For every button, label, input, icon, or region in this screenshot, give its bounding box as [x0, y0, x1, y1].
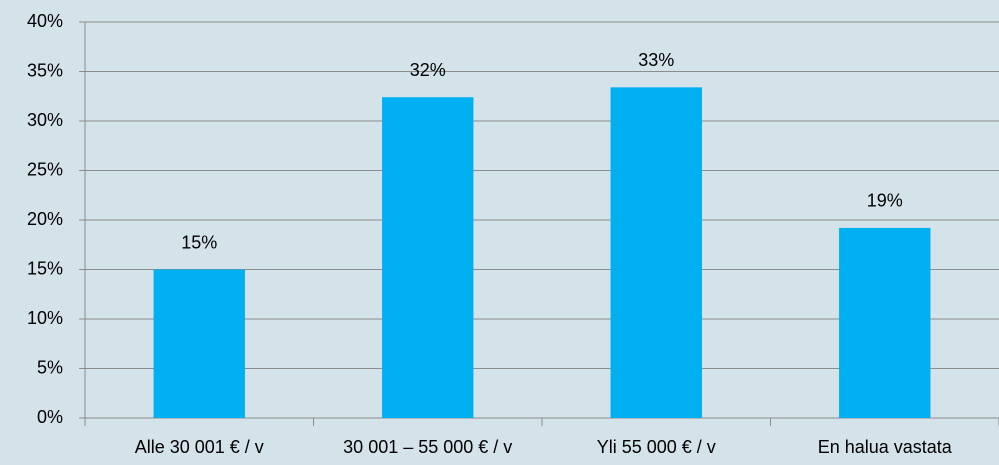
y-tick-label: 20% [27, 209, 63, 229]
x-tick-label: En halua vastata [818, 437, 953, 457]
value-label: 19% [867, 191, 903, 211]
value-label: 32% [410, 60, 446, 80]
value-label: 15% [181, 232, 217, 252]
value-label: 33% [638, 50, 674, 70]
x-tick-label: 30 001 – 55 000 € / v [343, 437, 512, 457]
y-tick-label: 15% [27, 258, 63, 278]
bar [839, 227, 931, 418]
y-tick-label: 5% [37, 357, 63, 377]
y-tick-label: 30% [27, 110, 63, 130]
y-tick-label: 0% [37, 407, 63, 427]
y-tick-label: 40% [27, 11, 63, 31]
x-tick-label: Alle 30 001 € / v [135, 437, 264, 457]
y-tick-label: 25% [27, 159, 63, 179]
bar [610, 87, 702, 418]
x-tick-label: Yli 55 000 € / v [597, 437, 716, 457]
bar [153, 269, 245, 418]
bar [382, 97, 474, 419]
y-tick-label: 10% [27, 308, 63, 328]
y-tick-label: 35% [27, 60, 63, 80]
